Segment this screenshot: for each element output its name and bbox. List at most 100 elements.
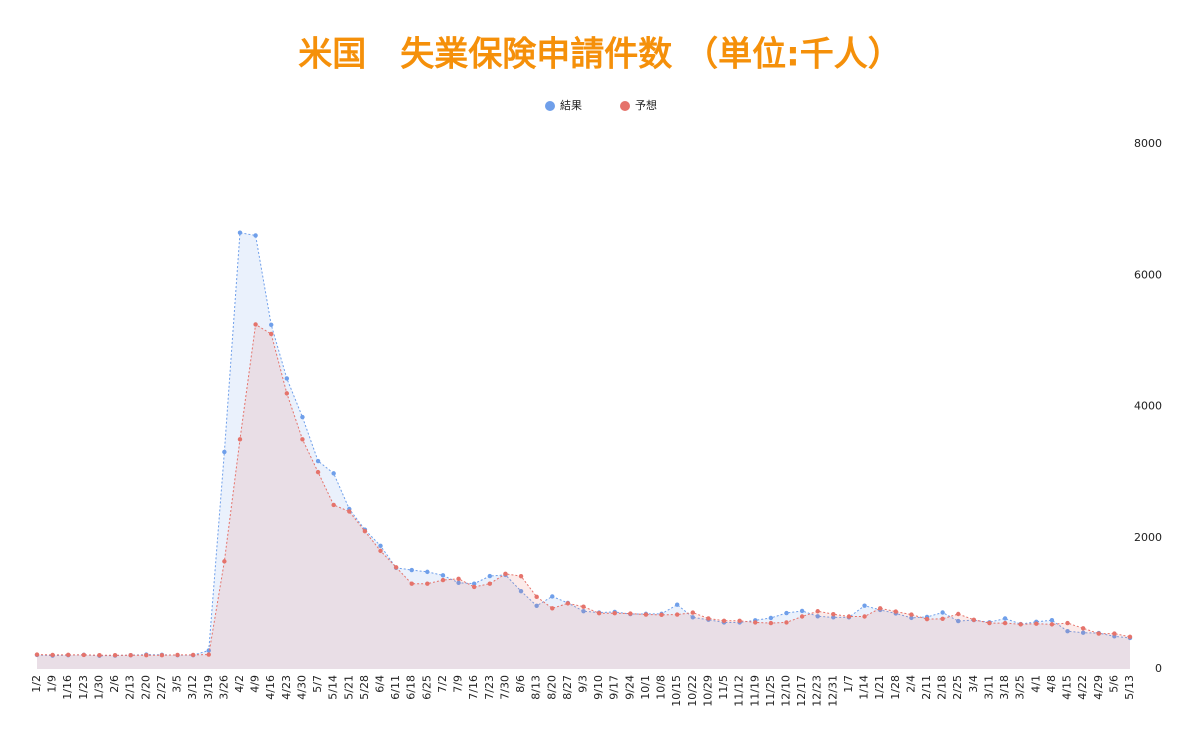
data-point bbox=[237, 230, 243, 235]
data-point bbox=[409, 581, 414, 586]
x-tick-label: 10/1 bbox=[639, 675, 652, 700]
x-tick-label: 9/10 bbox=[592, 675, 605, 700]
data-point bbox=[190, 652, 196, 658]
x-tick-label: 3/25 bbox=[1014, 675, 1027, 700]
data-point bbox=[799, 614, 805, 619]
x-tick-label: 4/8 bbox=[1045, 675, 1058, 693]
chart-title: 米国 失業保険申請件数 （単位:千人） bbox=[298, 35, 901, 75]
data-point bbox=[1096, 631, 1101, 636]
x-tick-label: 6/4 bbox=[374, 675, 387, 693]
data-point bbox=[737, 618, 742, 623]
data-point bbox=[97, 653, 102, 658]
x-tick-label: 8/27 bbox=[561, 675, 574, 700]
data-point bbox=[144, 653, 149, 658]
x-tick-label: 7/16 bbox=[467, 675, 480, 700]
data-point bbox=[222, 449, 227, 455]
x-tick-label: 11/12 bbox=[733, 675, 746, 707]
legend-marker bbox=[545, 101, 555, 111]
x-tick-label: 1/30 bbox=[92, 675, 105, 700]
x-tick-label: 3/5 bbox=[171, 675, 184, 693]
data-point bbox=[378, 543, 383, 549]
data-point bbox=[315, 469, 321, 475]
data-point bbox=[596, 611, 602, 616]
x-tick-label: 2/20 bbox=[139, 675, 152, 700]
data-point bbox=[1049, 622, 1055, 627]
x-tick-label: 3/18 bbox=[998, 675, 1011, 700]
x-tick-label: 10/8 bbox=[655, 675, 668, 700]
data-point bbox=[659, 612, 664, 618]
data-point bbox=[753, 620, 758, 625]
x-tick-label: 4/15 bbox=[1061, 675, 1074, 700]
data-point bbox=[425, 569, 430, 575]
data-point bbox=[253, 233, 258, 238]
data-point bbox=[66, 652, 71, 658]
data-point bbox=[784, 620, 789, 625]
x-tick-label: 3/26 bbox=[217, 675, 230, 700]
x-tick-label: 4/16 bbox=[264, 675, 277, 700]
x-tick-label: 5/21 bbox=[342, 675, 355, 700]
data-point bbox=[909, 615, 914, 621]
data-point bbox=[581, 604, 586, 609]
data-point bbox=[940, 616, 945, 621]
x-tick-label: 1/14 bbox=[858, 675, 871, 700]
x-tick-label: 2/11 bbox=[920, 675, 933, 700]
data-point bbox=[128, 653, 133, 658]
legend-label: 予想 bbox=[635, 98, 657, 112]
x-tick-label: 1/28 bbox=[889, 675, 902, 700]
y-tick-label: 2000 bbox=[1134, 531, 1162, 544]
x-tick-label: 1/16 bbox=[61, 675, 74, 700]
data-point bbox=[815, 614, 820, 619]
data-point bbox=[893, 609, 898, 614]
x-tick-label: 11/5 bbox=[717, 675, 730, 700]
x-tick-label: 2/25 bbox=[951, 675, 964, 700]
x-tick-label: 12/10 bbox=[779, 675, 792, 707]
data-point bbox=[284, 391, 290, 396]
data-point bbox=[1049, 617, 1055, 623]
data-point bbox=[690, 615, 695, 620]
data-point bbox=[253, 322, 258, 327]
x-tick-label: 4/30 bbox=[295, 675, 308, 700]
x-tick-label: 10/29 bbox=[701, 675, 714, 707]
x-tick-label: 12/23 bbox=[811, 675, 824, 707]
data-point bbox=[440, 573, 446, 578]
x-tick-label: 2/6 bbox=[108, 675, 121, 693]
data-point bbox=[846, 614, 852, 619]
area bbox=[37, 232, 1130, 669]
data-point bbox=[643, 612, 649, 617]
data-point bbox=[425, 581, 430, 586]
data-point bbox=[347, 509, 352, 514]
data-point bbox=[112, 653, 118, 658]
data-point bbox=[956, 611, 961, 617]
data-point bbox=[1034, 621, 1039, 626]
x-tick-label: 7/30 bbox=[498, 675, 511, 700]
data-point bbox=[1002, 620, 1008, 626]
series-line bbox=[36, 323, 1131, 656]
x-tick-label: 11/25 bbox=[764, 675, 777, 707]
data-point bbox=[534, 603, 539, 609]
x-tick-label: 8/13 bbox=[530, 675, 543, 700]
data-point bbox=[674, 602, 680, 607]
data-point bbox=[50, 652, 55, 658]
x-tick-label: 2/4 bbox=[904, 675, 917, 693]
data-point bbox=[487, 573, 493, 579]
data-point bbox=[815, 609, 820, 614]
data-point bbox=[222, 559, 227, 564]
data-point bbox=[940, 610, 945, 615]
data-point bbox=[237, 437, 243, 442]
data-point bbox=[862, 603, 867, 608]
x-tick-label: 12/31 bbox=[826, 675, 839, 707]
data-point bbox=[612, 611, 617, 616]
x-tick-label: 1/7 bbox=[842, 675, 855, 693]
data-point bbox=[565, 601, 571, 606]
data-point bbox=[1002, 616, 1008, 621]
data-point bbox=[909, 612, 914, 617]
x-tick-label: 11/19 bbox=[748, 675, 761, 707]
data-point bbox=[269, 322, 274, 327]
legend-label: 結果 bbox=[560, 98, 582, 112]
x-tick-label: 2/13 bbox=[124, 675, 137, 700]
data-point bbox=[784, 610, 789, 616]
x-tick-label: 4/9 bbox=[249, 675, 262, 693]
data-point bbox=[768, 620, 774, 626]
data-point bbox=[674, 612, 680, 617]
